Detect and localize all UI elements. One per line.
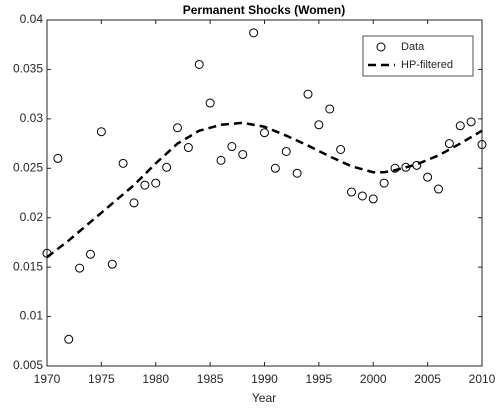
- x-tick-label: 1970: [34, 372, 61, 386]
- data-point: [303, 89, 313, 99]
- data-point: [270, 163, 280, 173]
- data-point: [75, 263, 85, 273]
- data-point: [466, 117, 476, 127]
- data-point: [194, 59, 204, 69]
- data-point: [325, 104, 335, 114]
- data-point: [238, 149, 248, 159]
- x-tick-label: 1985: [197, 372, 224, 386]
- data-point: [107, 259, 117, 269]
- y-tick-label: 0.01: [20, 309, 44, 323]
- legend-label: HP-filtered: [401, 59, 453, 71]
- data-point: [336, 145, 346, 155]
- x-tick-label: 1980: [142, 372, 169, 386]
- data-point: [379, 178, 389, 188]
- x-tick-label: 1975: [88, 372, 115, 386]
- data-point: [314, 120, 324, 130]
- trend-line: [46, 121, 483, 259]
- data-point: [183, 143, 193, 153]
- chart-title: Permanent Shocks (Women): [183, 3, 345, 17]
- data-point: [86, 249, 95, 259]
- legend-marker: [376, 42, 386, 52]
- x-tick-label: 2010: [469, 372, 496, 386]
- data-point: [423, 172, 433, 182]
- data-point: [173, 123, 182, 133]
- x-tick-label: 1995: [306, 372, 333, 386]
- data-point: [64, 334, 74, 344]
- data-point: [216, 155, 226, 165]
- data-point: [129, 198, 139, 208]
- y-tick-label: 0.04: [20, 12, 44, 26]
- data-point: [455, 121, 465, 131]
- x-tick-label: 2005: [414, 372, 441, 386]
- x-axis-label: Year: [252, 391, 276, 405]
- data-point: [249, 28, 259, 38]
- data-point: [205, 98, 215, 108]
- y-tick-label: 0.015: [13, 259, 43, 273]
- x-tick-label: 1990: [251, 372, 278, 386]
- y-tick-label: 0.005: [13, 358, 43, 372]
- data-point: [477, 140, 487, 150]
- data-point: [260, 128, 269, 138]
- data-point: [118, 158, 128, 168]
- plot-area: [46, 19, 483, 367]
- y-tick-label: 0.025: [13, 160, 43, 174]
- data-point: [357, 191, 367, 201]
- data-point: [434, 184, 443, 194]
- legend: Data HP-filtered: [362, 35, 474, 77]
- data-point: [151, 178, 161, 188]
- y-tick-label: 0.035: [13, 62, 43, 76]
- data-point: [347, 187, 356, 197]
- data-point: [140, 180, 150, 190]
- data-point: [368, 194, 378, 204]
- x-tick-label: 2000: [360, 372, 387, 386]
- data-point: [444, 139, 454, 149]
- legend-label: Data: [401, 41, 425, 53]
- data-point: [53, 153, 63, 163]
- y-tick-label: 0.03: [20, 111, 44, 125]
- data-point: [96, 127, 106, 137]
- data-point: [162, 162, 172, 172]
- data-point: [292, 168, 302, 178]
- data-point: [281, 146, 291, 156]
- y-tick-label: 0.02: [20, 210, 44, 224]
- data-point: [227, 142, 237, 152]
